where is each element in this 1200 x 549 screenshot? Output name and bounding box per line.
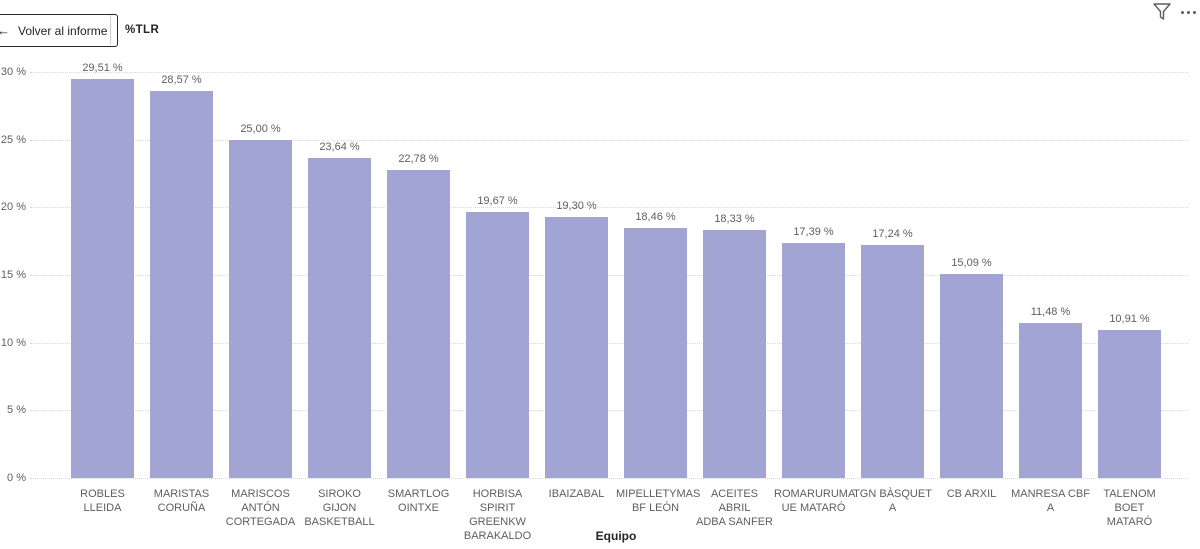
- bar-slot: 17,39 %: [774, 72, 853, 478]
- bar-value-label: 18,33 %: [714, 212, 755, 225]
- bar-TGN BÀSQUET A[interactable]: [861, 244, 924, 478]
- bar-value-label: 25,00 %: [240, 122, 281, 135]
- y-axis-tick-label: 25 %: [0, 133, 26, 146]
- x-axis-label: ACEITES ABRIL ADBA SANFER: [695, 488, 774, 528]
- bars: 29,51 % 28,57 % 25,00 % 23,64 % 22,78 % 19,67…: [63, 62, 1169, 478]
- y-axis-tick-label: 5 %: [7, 404, 26, 417]
- bar-MIPELLETYMAS BF LEÓN[interactable]: [624, 228, 687, 478]
- x-axis-label: MARISTAS CORUÑA: [153, 488, 210, 514]
- bar-value-label: 10,91 %: [1109, 313, 1150, 326]
- x-axis-label: ROBLES LLEIDA: [80, 488, 125, 514]
- x-axis: ROBLES LLEIDA MARISTAS CORUÑA MARISCOS ANT…: [63, 487, 1169, 543]
- bar-value-label: 18,46 %: [635, 211, 676, 224]
- bar-value-label: 11,48 %: [1030, 305, 1071, 318]
- gridline: [30, 342, 1188, 344]
- bar-ACEITES ABRIL ADBA SANFER[interactable]: [703, 229, 766, 478]
- back-button-label: Volver al informe: [18, 23, 108, 38]
- bar-CB ARXIL[interactable]: [940, 273, 1003, 478]
- y-axis-tick-label: 20 %: [0, 201, 26, 214]
- x-axis-label: SIROKO GIJON BASKETBALL: [304, 488, 375, 528]
- x-axis-label: MIPELLETYMAS BF LEÓN: [616, 488, 701, 514]
- filter-icon[interactable]: [1150, 0, 1174, 24]
- bar-slot: 29,51 %: [63, 62, 142, 478]
- bar-slot: 10,91 %: [1090, 72, 1169, 478]
- x-axis-label: SMARTLOG OINTXE: [387, 488, 450, 514]
- bar-MARISCOS ANTÓN CORTEGADA[interactable]: [229, 139, 292, 478]
- x-axis-title: Equipo: [595, 529, 637, 543]
- back-arrow-icon: ←: [0, 23, 10, 38]
- x-axis-label: HORBISA SPIRIT GREENKW BARAKALDO: [463, 488, 532, 542]
- bar-value-label: 23,64 %: [319, 141, 360, 154]
- bar-MANRESA CBF A[interactable]: [1019, 322, 1082, 478]
- bar-value-label: 15,09 %: [951, 256, 992, 269]
- x-axis-label: MARISCOS ANTÓN CORTEGADA: [225, 488, 296, 528]
- bar-TALENOM BOET MATARÓ[interactable]: [1098, 330, 1161, 478]
- bar-slot: 19,30 %: [537, 72, 616, 478]
- y-axis-tick-label: 10 %: [0, 336, 26, 349]
- gridline: [30, 207, 1188, 209]
- bar-value-label: 29,51 %: [82, 61, 123, 74]
- bar-slot: 18,33 %: [695, 72, 774, 478]
- gridline: [30, 275, 1188, 276]
- x-axis-label: IBAIZABAL: [548, 488, 605, 500]
- x-axis-label: MANRESA CBF A: [1011, 488, 1090, 514]
- gridline: [30, 478, 1188, 479]
- bar-slot: 11,48 %: [1011, 72, 1090, 478]
- bar-ROBLES LLEIDA[interactable]: [71, 78, 134, 478]
- bar-ROMARURUMA UE MATARÓ[interactable]: [782, 242, 845, 478]
- x-axis-label: ROMARURUMA UE MATARÓ: [774, 488, 856, 514]
- bar-MARISTAS CORUÑA[interactable]: [150, 91, 213, 478]
- y-axis-tick-label: 0 %: [7, 472, 26, 484]
- bar-slot: 17,24 %: [853, 72, 932, 478]
- gridline: [30, 410, 1188, 412]
- page-title: %TLR: [125, 24, 160, 36]
- bar-slot: 22,78 %: [379, 72, 458, 478]
- bar-value-label: 17,39 %: [793, 225, 834, 238]
- bar-slot: 18,46 %: [616, 72, 695, 478]
- bar-value-label: 22,78 %: [398, 152, 439, 165]
- bar-slot: 23,64 %: [300, 72, 379, 478]
- bar-value-label: 19,30 %: [556, 199, 597, 212]
- x-axis-label: TGN BÀSQUET A: [853, 488, 932, 514]
- bar-value-label: 17,24 %: [872, 227, 913, 240]
- bar-slot: 15,09 %: [932, 72, 1011, 478]
- gridline: [30, 72, 1188, 73]
- bar-slot: 25,00 %: [221, 72, 300, 478]
- back-to-report-button[interactable]: ← Volver al informe: [0, 14, 119, 47]
- more-options-icon[interactable]: [1176, 2, 1200, 22]
- bar-value-label: 28,57 %: [161, 74, 202, 87]
- bar-slot: 28,57 %: [142, 72, 221, 478]
- bar-SIROKO GIJON BASKETBALL[interactable]: [308, 158, 371, 478]
- bar-IBAIZABAL[interactable]: [545, 216, 608, 478]
- bar-SMARTLOG OINTXE[interactable]: [387, 169, 450, 478]
- y-axis-tick-label: 30 %: [0, 66, 26, 78]
- x-axis-label: CB ARXIL: [946, 488, 997, 500]
- x-axis-label: TALENOM BOET MATARÓ: [1103, 488, 1156, 528]
- y-axis-tick-label: 15 %: [0, 269, 26, 281]
- bar-value-label: 19,67 %: [477, 194, 518, 207]
- bar-slot: 19,67 %: [458, 72, 537, 478]
- bar-HORBISA SPIRIT GREENKW BARAKALDO[interactable]: [466, 211, 529, 478]
- header-divider: [110, 15, 111, 45]
- gridline: [30, 139, 1188, 141]
